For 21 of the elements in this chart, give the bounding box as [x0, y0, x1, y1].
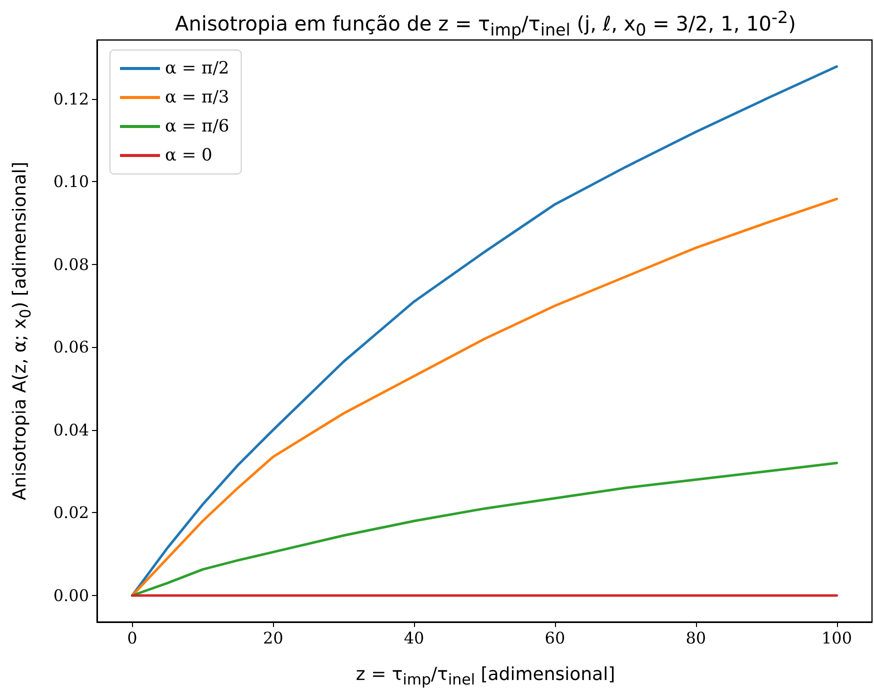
x-tick-label: 100 [822, 628, 852, 648]
y-tick-label: 0.10 [53, 172, 89, 192]
y-tick-label: 0.08 [53, 254, 89, 274]
y-tick-label: 0.06 [53, 338, 89, 357]
line-series [130, 198, 838, 597]
legend-label: α = π/6 [165, 116, 230, 136]
x-axis-title: z = τ$_{imp}$/τ$_{inel}$ [adimensional] [354, 664, 616, 689]
legend-label: α = π/2 [165, 58, 230, 78]
x-tick-label: 40 [404, 628, 424, 648]
chart-title: Anisotropia em função de z = τ$_{imp}$/τ$_{inel}$ (j, ℓ, x$_{0}$ = 3/2, 1, 10$^{-2}$) [175, 8, 796, 40]
y-tick-label: 0.00 [53, 586, 89, 606]
y-tick-label: 0.02 [53, 503, 89, 522]
x-tick-label: 60 [544, 628, 566, 648]
y-tick-label: 0.12 [53, 89, 89, 108]
x-tick-label: 0 [127, 628, 138, 648]
legend-label: α = π/3 [165, 88, 230, 108]
x-tick-label: 20 [262, 628, 284, 648]
line-series [130, 462, 838, 597]
y-tick-label: 0.04 [53, 420, 89, 440]
legend-label: α = 0 [165, 146, 212, 166]
x-tick-label: 80 [686, 628, 706, 648]
